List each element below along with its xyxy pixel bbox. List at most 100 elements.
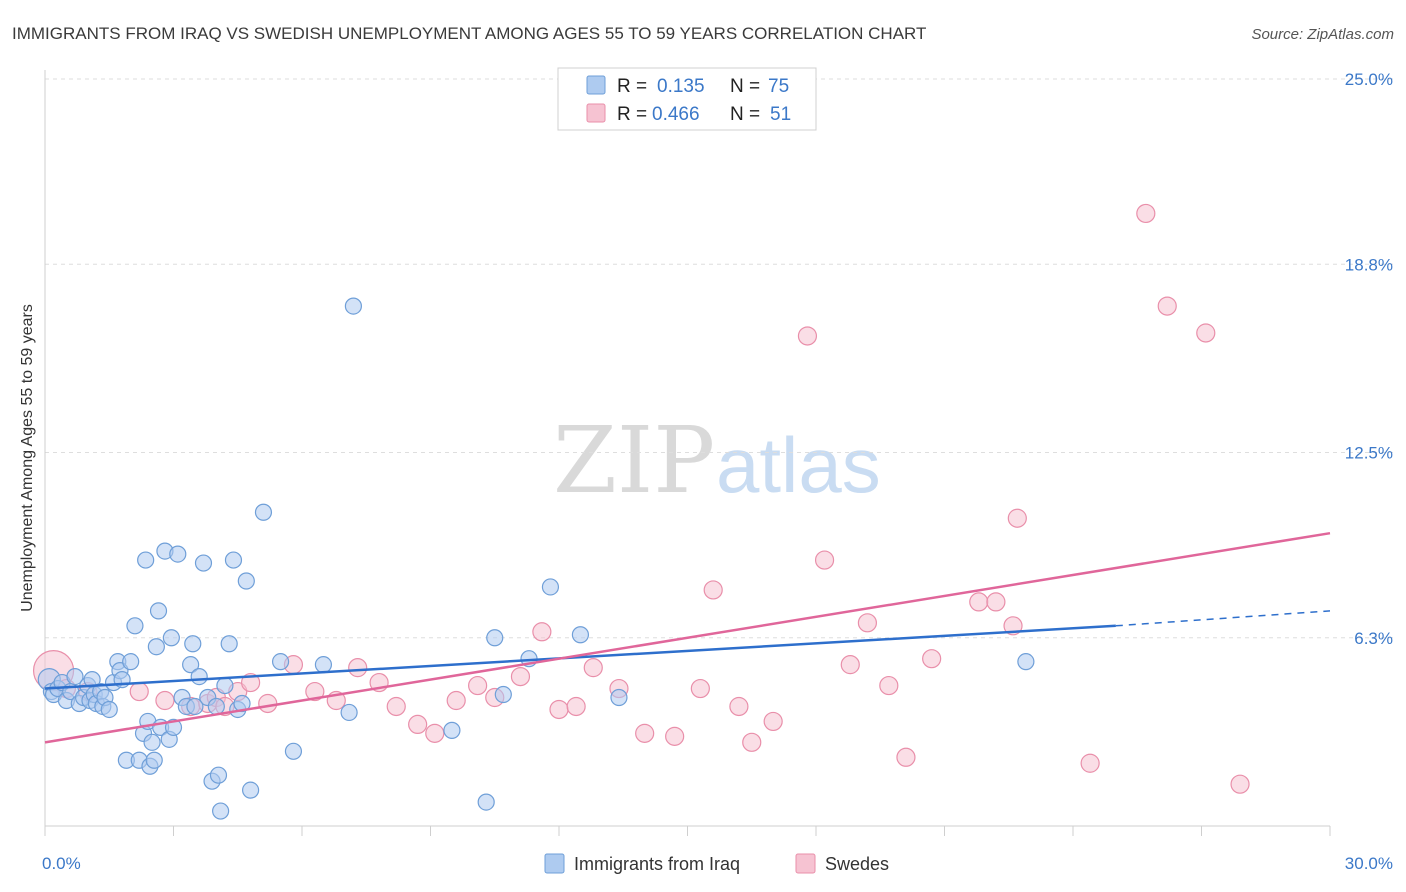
y-tick-label: 18.8% bbox=[1345, 255, 1393, 274]
point-iraq bbox=[66, 667, 84, 686]
point-swedes bbox=[665, 726, 685, 746]
y-tick-label: 12.5% bbox=[1345, 444, 1393, 463]
point-swedes bbox=[879, 675, 899, 696]
point-swedes bbox=[1136, 203, 1156, 224]
legend-n-label-iraq: N = bbox=[730, 76, 760, 97]
y-tick-label: 6.3% bbox=[1354, 629, 1393, 648]
trend-line-iraq-extension bbox=[1115, 610, 1331, 627]
point-iraq bbox=[190, 667, 208, 686]
point-iraq bbox=[220, 635, 238, 653]
point-iraq bbox=[184, 635, 202, 653]
point-swedes bbox=[690, 678, 710, 699]
legend-swatch-iraq bbox=[586, 75, 606, 95]
point-swedes bbox=[1196, 323, 1216, 343]
point-swedes bbox=[532, 622, 552, 642]
legend-n-value-swedes: 51 bbox=[770, 104, 791, 125]
point-swedes bbox=[468, 675, 488, 696]
point-swedes bbox=[549, 699, 569, 720]
point-swedes bbox=[703, 580, 723, 600]
x-tick-label: 0.0% bbox=[42, 854, 81, 873]
point-iraq bbox=[186, 697, 204, 716]
point-iraq bbox=[284, 742, 303, 760]
point-iraq bbox=[443, 721, 461, 739]
y-axis-label: Unemployment Among Ages 55 to 59 years bbox=[19, 304, 36, 612]
point-swedes bbox=[797, 326, 818, 346]
point-swedes bbox=[583, 658, 603, 678]
point-iraq bbox=[344, 297, 362, 315]
legend-r-label-swedes: R = bbox=[617, 104, 647, 125]
point-swedes bbox=[763, 711, 783, 732]
series-legend: Immigrants from Iraq Swedes bbox=[544, 853, 889, 874]
point-swedes bbox=[566, 696, 586, 717]
bottom-legend-label-iraq: Immigrants from Iraq bbox=[574, 854, 740, 874]
point-iraq bbox=[216, 676, 234, 695]
point-swedes bbox=[840, 655, 860, 675]
series-iraq-points bbox=[37, 297, 1035, 820]
point-iraq bbox=[1017, 653, 1035, 671]
watermark-atlas: atlas bbox=[716, 421, 881, 509]
point-swedes bbox=[348, 658, 368, 678]
legend-n-label-swedes: N = bbox=[730, 104, 760, 125]
legend-n-value-iraq: 75 bbox=[768, 76, 789, 97]
trend-line-swedes bbox=[44, 531, 1331, 744]
point-iraq bbox=[237, 572, 255, 590]
point-iraq bbox=[194, 554, 213, 572]
point-swedes bbox=[635, 723, 655, 743]
point-swedes bbox=[1003, 616, 1023, 636]
bottom-legend-swatch-swedes bbox=[795, 853, 816, 874]
point-swedes bbox=[986, 592, 1006, 612]
point-swedes bbox=[814, 550, 835, 570]
point-swedes bbox=[857, 613, 878, 633]
point-swedes bbox=[1007, 508, 1027, 528]
legend-r-value-iraq: 0.135 bbox=[657, 76, 705, 97]
point-swedes bbox=[408, 714, 428, 735]
legend-r-value-swedes: 0.466 bbox=[652, 104, 700, 125]
y-tick-labels: 6.3% 12.5% 18.8% 25.0% bbox=[1345, 70, 1393, 648]
point-iraq bbox=[212, 802, 230, 820]
point-iraq bbox=[610, 688, 628, 707]
point-iraq bbox=[494, 685, 512, 704]
point-iraq bbox=[145, 751, 163, 769]
point-iraq bbox=[126, 617, 144, 635]
watermark-zip: ZIP bbox=[553, 407, 715, 514]
point-swedes bbox=[241, 672, 261, 693]
point-swedes bbox=[896, 747, 916, 767]
x-tick-labels: 0.0% 30.0% bbox=[42, 854, 1393, 873]
point-iraq bbox=[571, 626, 590, 644]
point-iraq bbox=[340, 703, 358, 722]
point-iraq bbox=[164, 718, 183, 736]
point-iraq bbox=[182, 656, 200, 674]
correlation-legend: R = 0.135 N = 75 R = 0.466 N = 51 bbox=[557, 67, 817, 131]
point-iraq bbox=[122, 653, 140, 671]
point-iraq bbox=[477, 793, 495, 811]
point-iraq bbox=[149, 602, 168, 620]
point-swedes bbox=[386, 696, 406, 717]
point-swedes bbox=[258, 693, 278, 714]
point-iraq bbox=[162, 629, 180, 647]
chart-source: Source: ZipAtlas.com bbox=[1251, 26, 1394, 43]
point-iraq bbox=[100, 700, 118, 719]
point-swedes bbox=[1157, 296, 1177, 316]
point-swedes bbox=[446, 690, 466, 711]
point-iraq bbox=[207, 697, 225, 716]
chart-title: IMMIGRANTS FROM IRAQ VS SWEDISH UNEMPLOY… bbox=[12, 24, 926, 43]
point-swedes bbox=[425, 723, 445, 743]
y-tick-label: 25.0% bbox=[1345, 70, 1393, 89]
bottom-legend-label-swedes: Swedes bbox=[825, 854, 889, 874]
point-iraq bbox=[209, 766, 228, 784]
point-iraq bbox=[486, 629, 504, 647]
legend-r-label-iraq: R = bbox=[617, 76, 647, 97]
point-iraq bbox=[271, 653, 290, 671]
axes bbox=[44, 70, 1331, 836]
legend-swatch-swedes bbox=[586, 103, 606, 123]
bottom-legend-swatch-iraq bbox=[544, 853, 565, 874]
point-swedes bbox=[969, 592, 989, 612]
grid-lines bbox=[45, 78, 1394, 639]
point-swedes bbox=[129, 681, 149, 702]
point-swedes bbox=[1230, 774, 1250, 794]
point-swedes bbox=[510, 666, 531, 687]
trend-lines bbox=[44, 531, 1331, 744]
point-iraq bbox=[224, 551, 243, 569]
